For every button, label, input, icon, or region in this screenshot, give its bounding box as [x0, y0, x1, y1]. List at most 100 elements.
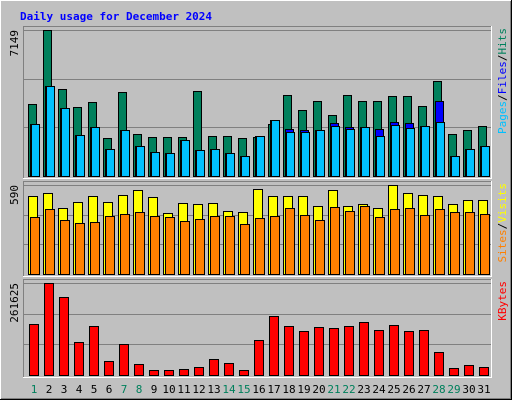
bar-kbytes-day-13 — [209, 359, 219, 376]
y-max-label: 261625 — [8, 283, 21, 323]
bar-pages-day-28 — [436, 122, 445, 177]
day-label-8: 8 — [136, 383, 143, 396]
bar-sites-day-4 — [75, 223, 85, 275]
day-label-18: 18 — [282, 383, 295, 396]
bar-kbytes-day-26 — [404, 331, 414, 376]
legend-kbytes: KBytes — [496, 281, 509, 321]
day-label-14: 14 — [222, 383, 236, 396]
bar-pages-day-4 — [76, 135, 85, 177]
day-label-17: 17 — [267, 383, 280, 396]
bar-kbytes-day-18 — [284, 326, 294, 376]
bar-kbytes-day-22 — [344, 326, 354, 376]
bar-pages-day-12 — [196, 150, 205, 177]
bar-kbytes-day-21 — [329, 328, 339, 376]
legend-item-files: Files — [496, 61, 509, 94]
legend-item-slash: / — [496, 55, 509, 62]
bar-sites-day-7 — [120, 214, 130, 275]
bar-kbytes-day-29 — [449, 368, 459, 376]
bar-sites-day-5 — [90, 222, 100, 275]
bar-sites-day-29 — [450, 212, 460, 275]
bar-sites-day-20 — [315, 220, 325, 275]
bar-pages-day-7 — [121, 130, 130, 177]
bar-kbytes-day-10 — [164, 370, 174, 376]
day-label-25: 25 — [387, 383, 400, 396]
day-label-16: 16 — [252, 383, 265, 396]
bar-pages-day-2 — [46, 86, 55, 177]
bar-pages-day-24 — [376, 136, 385, 177]
bar-pages-day-29 — [451, 156, 460, 177]
day-label-21: 21 — [327, 383, 340, 396]
y-max-label: 7149 — [8, 30, 21, 57]
bar-kbytes-day-20 — [314, 327, 324, 376]
chart-title: Daily usage for December 2024 — [20, 10, 212, 23]
bar-sites-day-24 — [375, 217, 385, 275]
panel-visits-sites: 590 Sites/Visits — [8, 181, 509, 277]
bar-pages-day-3 — [61, 108, 70, 177]
legend-item-hits: Hits — [496, 28, 509, 55]
bar-pages-day-26 — [406, 128, 415, 177]
day-label-4: 4 — [76, 383, 83, 396]
bar-kbytes-day-23 — [359, 322, 369, 376]
bar-pages-day-19 — [301, 132, 310, 177]
legend-item-visits: Visits — [496, 183, 509, 223]
day-label-6: 6 — [106, 383, 113, 396]
bar-kbytes-day-25 — [389, 325, 399, 376]
bar-pages-day-13 — [211, 149, 220, 177]
bar-kbytes-day-12 — [194, 367, 204, 376]
day-label-9: 9 — [151, 383, 158, 396]
legend-visits-sites: Sites/Visits — [496, 183, 509, 263]
y-max-label: 590 — [8, 185, 21, 205]
bar-sites-day-6 — [105, 216, 115, 275]
legend-item-sites: Sites — [496, 229, 509, 262]
bar-pages-day-22 — [346, 129, 355, 177]
bar-kbytes-day-8 — [134, 364, 144, 376]
legend-item-pages: Pages — [496, 101, 509, 134]
bar-kbytes-day-24 — [374, 330, 384, 376]
bar-kbytes-day-19 — [299, 331, 309, 376]
day-label-12: 12 — [192, 383, 205, 396]
bar-pages-day-11 — [181, 140, 190, 177]
day-label-2: 2 — [46, 383, 53, 396]
bar-sites-day-25 — [390, 209, 400, 275]
bar-kbytes-day-6 — [104, 361, 114, 376]
day-label-30: 30 — [462, 383, 475, 396]
day-label-1: 1 — [31, 383, 38, 396]
bar-sites-day-22 — [345, 211, 355, 275]
bar-sites-day-18 — [285, 208, 295, 275]
bar-sites-day-11 — [180, 221, 190, 275]
bar-sites-day-23 — [360, 206, 370, 275]
bar-pages-day-10 — [166, 153, 175, 177]
bar-sites-day-2 — [45, 209, 55, 275]
legend-item-kbytes: KBytes — [496, 281, 509, 321]
bar-kbytes-day-11 — [179, 369, 189, 376]
bar-pages-day-25 — [391, 125, 400, 177]
day-label-10: 10 — [162, 383, 175, 396]
bar-kbytes-day-1 — [29, 324, 39, 376]
bar-sites-day-15 — [240, 224, 250, 275]
bar-kbytes-day-17 — [269, 316, 279, 376]
bar-sites-day-31 — [480, 214, 490, 275]
bar-kbytes-day-2 — [44, 283, 54, 376]
bar-sites-day-17 — [270, 216, 280, 275]
bar-kbytes-day-30 — [464, 365, 474, 376]
bar-kbytes-day-5 — [89, 326, 99, 376]
bar-sites-day-16 — [255, 218, 265, 275]
panel-kbytes: 261625 KBytes — [8, 279, 509, 378]
bar-pages-day-20 — [316, 130, 325, 177]
day-label-31: 31 — [477, 383, 490, 396]
series-kbytes — [29, 283, 489, 376]
bar-sites-day-30 — [465, 212, 475, 275]
bar-pages-day-31 — [481, 146, 490, 177]
bar-pages-day-17 — [271, 120, 280, 177]
day-label-24: 24 — [372, 383, 386, 396]
legend-hits-files-pages: Pages/Files/Hits — [496, 28, 509, 134]
day-label-19: 19 — [297, 383, 310, 396]
day-label-26: 26 — [402, 383, 415, 396]
bar-sites-day-10 — [165, 217, 175, 275]
bar-pages-day-15 — [241, 156, 250, 177]
bar-sites-day-14 — [225, 216, 235, 275]
bar-sites-day-9 — [150, 216, 160, 275]
bar-sites-day-1 — [30, 217, 40, 275]
